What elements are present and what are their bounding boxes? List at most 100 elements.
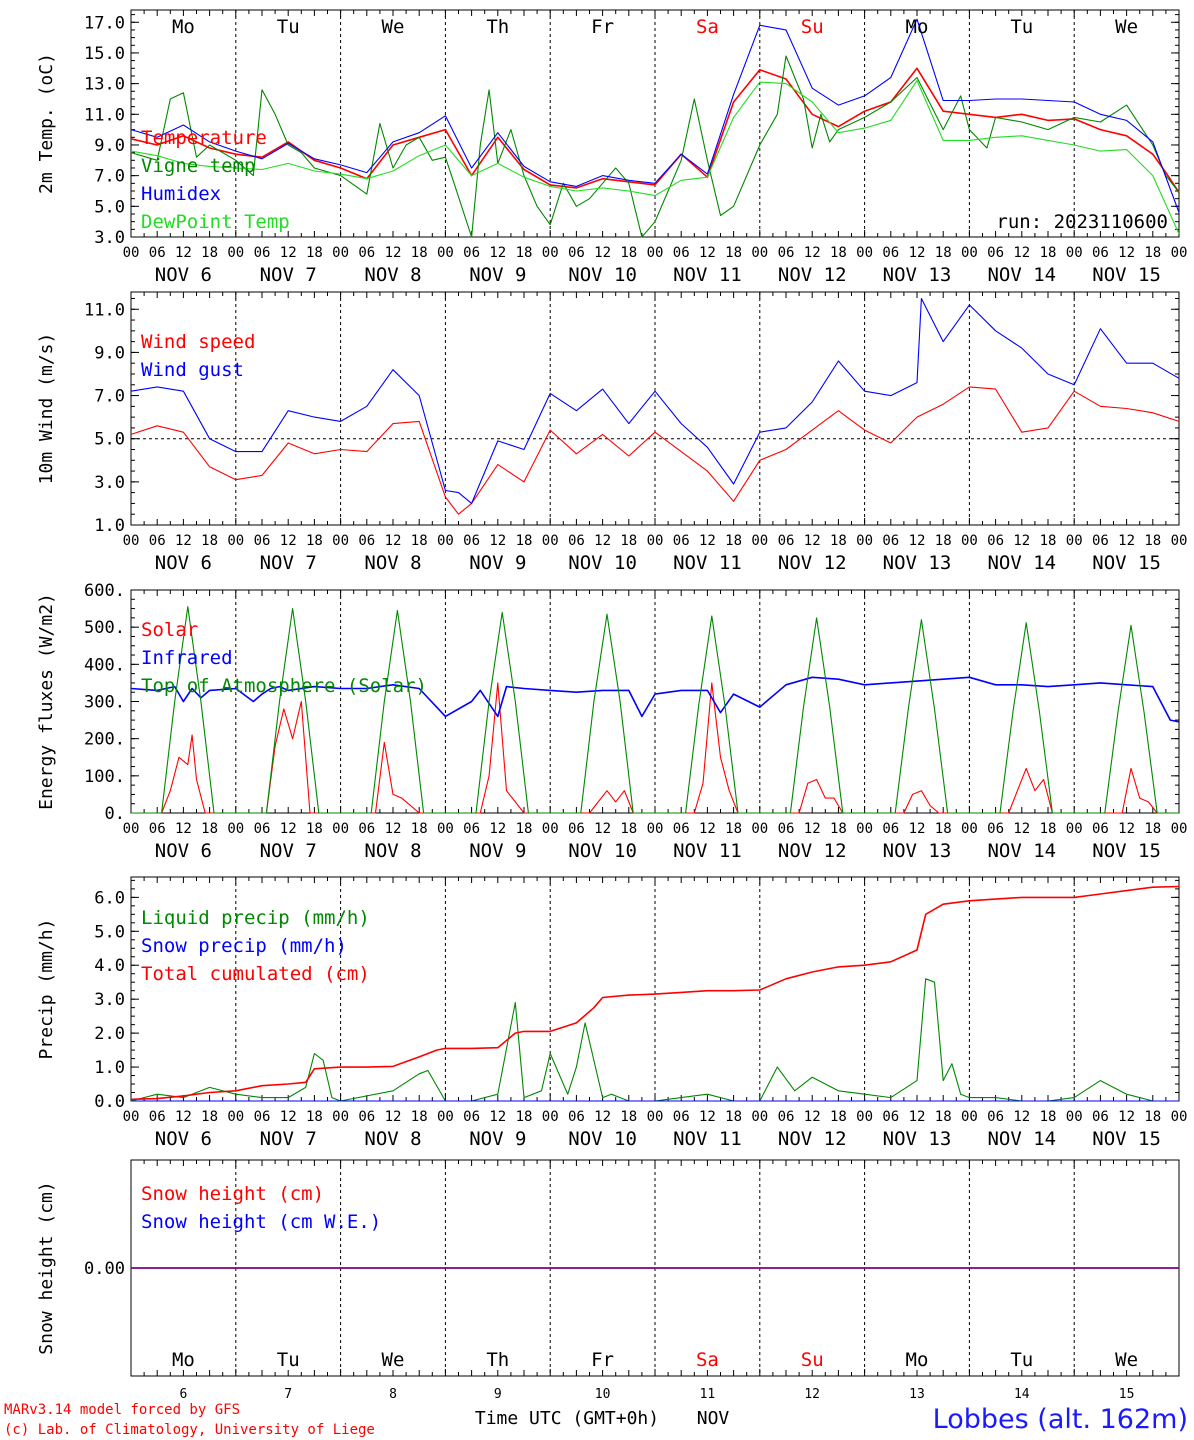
y-axis-label: 10m Wind (m/s) <box>36 333 57 485</box>
date-label: NOV 6 <box>155 264 212 286</box>
date-label: NOV 15 <box>1092 264 1161 286</box>
hour-tick-label: 00 <box>332 1109 349 1125</box>
hour-tick-label: 06 <box>254 821 271 837</box>
hour-tick-label: 00 <box>332 245 349 261</box>
legend-entry: Snow height (cm W.E.) <box>141 1211 381 1233</box>
hour-tick-label: 06 <box>673 821 690 837</box>
hour-tick-label: 18 <box>1144 1109 1161 1125</box>
hour-tick-label: 12 <box>385 245 402 261</box>
y-tick-label: 2.0 <box>94 1024 125 1044</box>
hour-tick-label: 12 <box>699 1109 716 1125</box>
series-line <box>130 80 1180 235</box>
date-label: NOV 11 <box>673 840 742 862</box>
hour-tick-label: 18 <box>411 245 428 261</box>
hour-tick-label: 18 <box>201 1109 218 1125</box>
day-of-week-label: We <box>382 16 405 38</box>
hour-tick-label: 06 <box>254 1109 271 1125</box>
hour-tick-label: 12 <box>175 821 192 837</box>
date-label: NOV 15 <box>1092 1128 1161 1150</box>
hour-tick-label: 12 <box>175 533 192 549</box>
y-tick-label: 600. <box>84 581 125 601</box>
legend-entry: Humidex <box>141 183 221 205</box>
hour-tick-label: 06 <box>149 821 166 837</box>
day-number-label: 8 <box>389 1387 397 1402</box>
day-of-week-label: Th <box>486 16 509 38</box>
hour-tick-label: 12 <box>594 821 611 837</box>
hour-tick-label: 06 <box>254 245 271 261</box>
y-tick-label: 7.0 <box>94 167 125 187</box>
hour-tick-label: 00 <box>1171 1109 1188 1125</box>
series-line <box>130 386 1180 515</box>
hour-tick-label: 12 <box>909 821 926 837</box>
hour-tick-label: 00 <box>437 245 454 261</box>
date-label: NOV 12 <box>778 1128 847 1150</box>
hour-tick-label: 12 <box>1118 821 1135 837</box>
date-label: NOV 11 <box>673 264 742 286</box>
hour-tick-label: 00 <box>856 533 873 549</box>
day-of-week-label: Sa <box>696 16 719 38</box>
date-label: NOV 14 <box>987 552 1056 574</box>
y-tick-label: 9.0 <box>94 343 125 363</box>
hour-tick-label: 18 <box>1040 821 1057 837</box>
hour-tick-label: 06 <box>1092 245 1109 261</box>
hour-tick-label: 00 <box>227 245 244 261</box>
day-of-week-label: Th <box>486 1349 509 1371</box>
day-number-label: 11 <box>700 1387 716 1402</box>
series-line <box>130 18 1180 213</box>
y-tick-label: 4.0 <box>94 956 125 976</box>
date-label: NOV 15 <box>1092 840 1161 862</box>
day-of-week-label: Su <box>801 1349 824 1371</box>
day-number-label: 12 <box>804 1387 820 1402</box>
hour-tick-label: 18 <box>830 533 847 549</box>
hour-tick-label: 18 <box>620 245 637 261</box>
day-number-label: 9 <box>494 1387 502 1402</box>
hour-tick-label: 12 <box>175 245 192 261</box>
hour-tick-label: 12 <box>804 533 821 549</box>
hour-tick-label: 18 <box>725 821 742 837</box>
hour-tick-label: 06 <box>882 1109 899 1125</box>
day-of-week-label: Mo <box>906 16 929 38</box>
y-axis-label: Precip (mm/h) <box>36 919 57 1060</box>
hour-tick-label: 12 <box>1013 821 1030 837</box>
hour-tick-label: 06 <box>358 1109 375 1125</box>
day-number-label: 7 <box>284 1387 292 1402</box>
hour-tick-label: 06 <box>463 1109 480 1125</box>
y-tick-label: 1.0 <box>94 1058 125 1078</box>
date-label: NOV 12 <box>778 264 847 286</box>
day-number-label: 10 <box>595 1387 611 1402</box>
y-tick-label: 9.0 <box>94 136 125 156</box>
hour-tick-label: 18 <box>1040 533 1057 549</box>
hour-tick-label: 06 <box>882 245 899 261</box>
hour-tick-label: 18 <box>516 533 533 549</box>
hour-tick-label: 18 <box>1144 245 1161 261</box>
y-tick-label: 3.0 <box>94 473 125 493</box>
hour-tick-label: 12 <box>909 245 926 261</box>
y-tick-label: 11.0 <box>84 105 125 125</box>
hour-tick-label: 18 <box>411 533 428 549</box>
hour-tick-label: 06 <box>568 245 585 261</box>
hour-tick-label: 06 <box>778 533 795 549</box>
hour-tick-label: 12 <box>489 533 506 549</box>
hour-tick-label: 18 <box>725 533 742 549</box>
hour-tick-label: 00 <box>961 245 978 261</box>
hour-tick-label: 12 <box>1013 1109 1030 1125</box>
hour-tick-label: 18 <box>201 533 218 549</box>
day-of-week-label: We <box>382 1349 405 1371</box>
legend-entry: Liquid precip (mm/h) <box>141 907 370 929</box>
hour-tick-label: 12 <box>909 533 926 549</box>
hour-tick-label: 00 <box>647 821 664 837</box>
hour-tick-label: 06 <box>778 821 795 837</box>
hour-tick-label: 18 <box>725 245 742 261</box>
day-number-label: 14 <box>1014 1387 1030 1402</box>
hour-tick-label: 00 <box>1066 245 1083 261</box>
y-tick-label: 5.0 <box>94 197 125 217</box>
hour-tick-label: 18 <box>201 821 218 837</box>
hour-tick-label: 00 <box>961 1109 978 1125</box>
hour-tick-label: 00 <box>751 245 768 261</box>
date-label: NOV 13 <box>883 1128 952 1150</box>
day-of-week-label: Tu <box>1010 1349 1033 1371</box>
hour-tick-label: 00 <box>1171 533 1188 549</box>
hour-tick-label: 06 <box>987 821 1004 837</box>
legend-entry: Total cumulated (cm) <box>141 963 370 985</box>
